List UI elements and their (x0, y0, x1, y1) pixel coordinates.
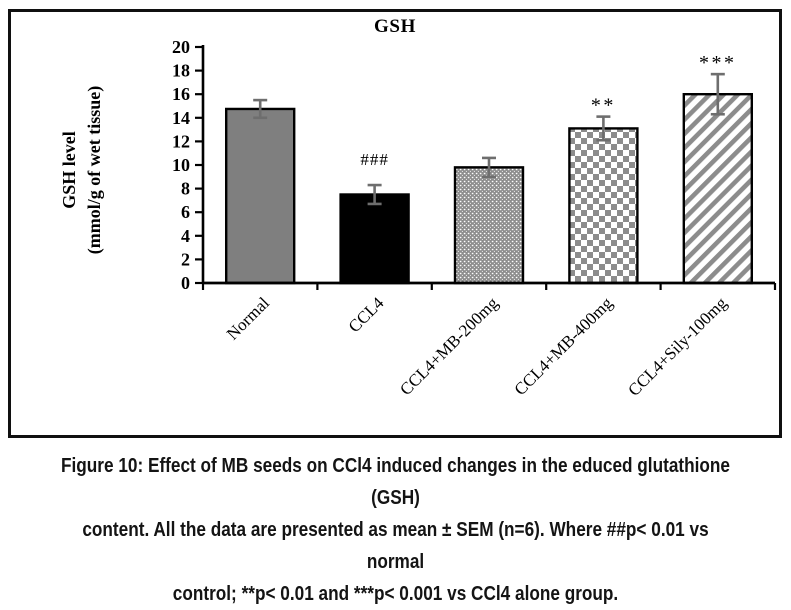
significance-annotation-1: ### (360, 150, 389, 169)
x-category-label-4: CCL4+Sily-100mg (624, 293, 731, 400)
chart-box: GSH GSH level (mmol/g of wet tissue) ###… (8, 9, 782, 438)
y-tick-label: 6 (181, 202, 190, 222)
x-category-label-3: CCL4+MB-400mg (511, 293, 617, 399)
y-tick-label: 14 (172, 108, 190, 128)
bar-2 (453, 166, 525, 285)
y-tick-label: 8 (181, 179, 190, 199)
bar-0 (224, 107, 296, 285)
y-tick-label: 18 (172, 61, 190, 81)
error-bar-0 (253, 98, 268, 120)
x-category-label-0: Normal (223, 293, 273, 343)
chart-title: GSH (374, 16, 416, 37)
error-bar-4 (710, 72, 725, 116)
error-bar-3 (596, 115, 611, 142)
significance-annotation-4: *** (699, 52, 737, 74)
y-tick-label: 10 (172, 155, 190, 175)
caption-line-1: Figure 10: Effect of MB seeds on CCl4 in… (61, 455, 730, 509)
caption-line-3: control; **p< 0.01 and ***p< 0.001 vs CC… (172, 583, 619, 605)
bar-3 (568, 127, 639, 285)
x-category-label-1: CCL4 (345, 293, 388, 336)
error-bar-1 (367, 183, 382, 206)
caption-line-2: content. All the data are presented as m… (82, 519, 709, 573)
x-category-label-2: CCL4+MB-200mg (396, 293, 502, 399)
y-tick-label: 16 (172, 84, 190, 104)
figure-caption: Figure 10: Effect of MB seeds on CCl4 in… (55, 450, 735, 610)
error-bar-2 (482, 156, 496, 179)
bar-4 (682, 92, 753, 285)
bar-1 (339, 193, 410, 285)
y-tick-label: 12 (172, 131, 190, 151)
y-tick-label: 20 (172, 37, 190, 57)
significance-annotation-3: ** (591, 95, 616, 117)
y-tick-label: 0 (181, 273, 190, 293)
y-tick-label: 4 (181, 226, 190, 246)
y-tick-label: 2 (181, 249, 190, 269)
